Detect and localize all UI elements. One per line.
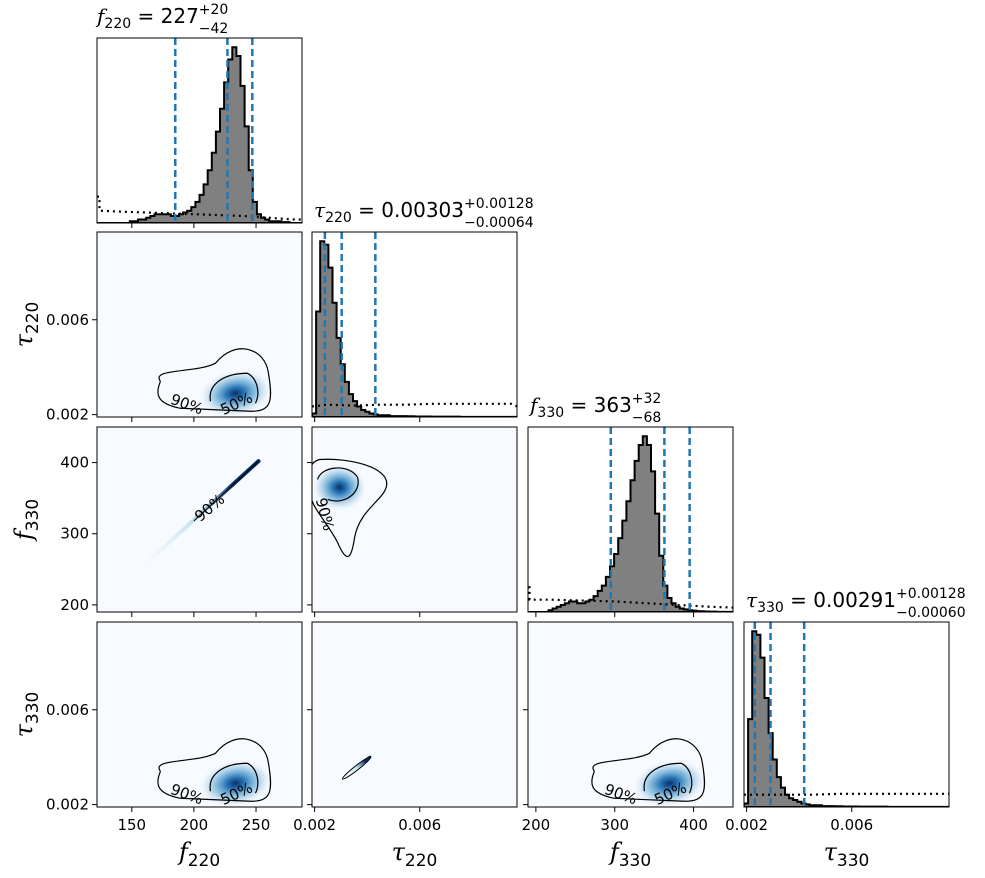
panel-frame (527, 621, 734, 808)
contour-90 (193, 460, 259, 522)
x-tick-label: 200 (522, 816, 551, 834)
x-tick-label: 0.006 (830, 816, 873, 834)
contour-50 (317, 467, 359, 502)
contour-90 (157, 738, 272, 802)
title-tau220: τ220 = 0.00303+0.00128 (314, 196, 534, 226)
density-background (312, 427, 517, 612)
axis-labels: f220 τ220 f330 τ330 τ220 f330 τ330 (10, 302, 869, 871)
title-plus: +0.00128 (896, 586, 966, 602)
y-tick-label: 0.002 (46, 406, 89, 424)
panel-r1-c1 (311, 231, 518, 422)
panel-frame (96, 621, 303, 808)
title-plus: +32 (632, 391, 662, 407)
x-axis-label-tau330: τ330 (824, 838, 870, 871)
x-axis-label-tau220: τ220 (392, 838, 438, 871)
y-tick-label: 400 (60, 454, 89, 472)
x-tick-label: 150 (117, 816, 146, 834)
y-tick-label: 0.006 (46, 701, 89, 719)
density-blob (312, 463, 368, 512)
panel-r0-c0 (96, 37, 303, 228)
y-tick-label: 200 (60, 596, 89, 614)
histogram-f220 (97, 46, 302, 223)
contour-90 (312, 458, 388, 557)
panel-r3-c1: 0.002 0.006 (293, 621, 518, 834)
title-plus: +0.00128 (464, 196, 534, 212)
density-background (97, 427, 302, 612)
x-tick-label: 250 (242, 816, 271, 834)
panel-frame (96, 426, 303, 613)
panel-frame (311, 621, 518, 808)
x-tick-label: 400 (679, 816, 708, 834)
histogram-tau330 (744, 630, 949, 807)
contour-90 (591, 738, 706, 802)
prior-tau220 (312, 402, 517, 408)
y-axis-label-f330: f330 (10, 499, 43, 542)
histogram-f330 (528, 435, 733, 612)
contour-90 (341, 756, 372, 780)
y-axis-label-tau220: τ220 (10, 302, 43, 348)
x-tick-label: 300 (600, 816, 629, 834)
density-blob (197, 368, 274, 417)
panel-frame (311, 231, 518, 418)
title-f220: f220 = 227+20 (95, 2, 228, 32)
contour-50 (643, 762, 693, 794)
title-minus-tau220: −0.00064 (464, 215, 534, 231)
x-tick-label: 0.006 (398, 816, 441, 834)
contour-50 (209, 762, 259, 794)
title-minus-tau330: −0.00060 (896, 605, 966, 621)
y-tick-label: 0.002 (46, 796, 89, 814)
panel-r3-c3: 0.002 0.006 (725, 621, 950, 834)
density-blob (631, 758, 708, 807)
title-minus-f220: −42 (199, 21, 229, 37)
x-axis-label-f220: f220 (177, 838, 220, 871)
panel-frame (527, 426, 734, 613)
y-axis-label-tau330: τ330 (10, 692, 43, 738)
x-axis-label-f330: f330 (608, 838, 651, 871)
x-tick-label: 0.002 (725, 816, 768, 834)
contour-50 (209, 372, 259, 404)
x-tick-label: 0.002 (293, 816, 336, 834)
panel-frame (743, 621, 950, 808)
y-tick-label: 300 (60, 525, 89, 543)
density-blob (197, 758, 274, 807)
prior-f330 (528, 586, 733, 609)
title-minus-f330: −68 (632, 410, 662, 426)
panel-r2-c1: 90% (307, 426, 518, 617)
title-plus: +20 (199, 2, 229, 18)
contour-90 (157, 348, 272, 412)
panel-frame (96, 37, 303, 224)
density-ridge (342, 755, 372, 781)
panel-frame (96, 231, 303, 418)
title-tau330: τ330 = 0.00291+0.00128 (746, 586, 966, 616)
x-tick-label: 200 (180, 816, 209, 834)
prior-tau330 (744, 792, 949, 796)
panel-frame (311, 426, 518, 613)
panel-r3-c2: 90% 50%200 300 400 (522, 621, 734, 834)
panel-r2-c2 (527, 426, 734, 617)
y-tick-label: 0.006 (46, 311, 89, 329)
